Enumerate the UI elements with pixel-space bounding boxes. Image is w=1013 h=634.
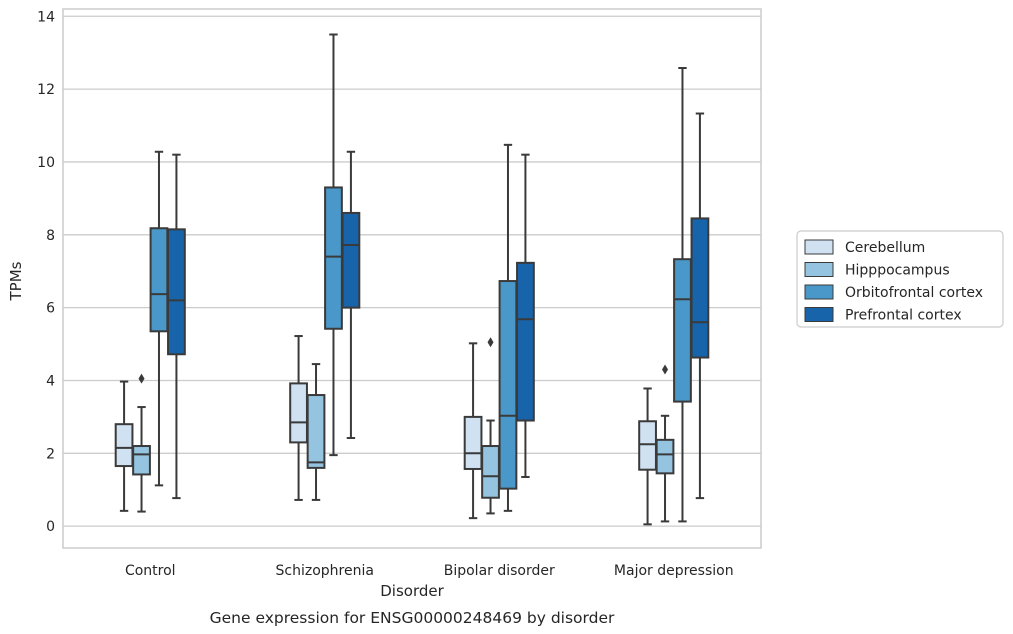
box-prefrontal-cortex [690, 112, 710, 500]
x-tick-label: Control [125, 563, 176, 579]
y-tick-label: 6 [46, 301, 55, 317]
outlier-marker [138, 373, 145, 384]
box-orbitofrontal-cortex [498, 143, 518, 512]
outlier-marker [662, 364, 669, 375]
y-tick-label: 2 [46, 446, 55, 462]
box-body [306, 394, 326, 469]
y-tick-label: 14 [37, 9, 55, 25]
y-tick-label: 4 [46, 373, 55, 389]
box-body [673, 258, 692, 403]
box-body [341, 211, 361, 309]
plot-area-frame [62, 8, 762, 549]
box-series [114, 33, 710, 526]
x-tick-label: Schizophrenia [276, 563, 374, 579]
outlier-marker [487, 337, 494, 348]
chart-title: Gene expression for ENSG00000248469 by d… [210, 609, 615, 627]
box-hipppocampus [306, 363, 326, 501]
box-prefrontal-cortex [167, 153, 186, 500]
x-tick-label: Bipolar disorder [444, 563, 555, 579]
x-tick-label: Major depression [614, 563, 734, 579]
box-orbitofrontal-cortex [149, 150, 169, 487]
legend-box [796, 230, 1004, 328]
box-body [481, 445, 500, 499]
legend-label: Hipppocampus [845, 263, 950, 279]
box-body [463, 415, 483, 470]
y-tick-label: 0 [46, 519, 55, 535]
box-body [516, 261, 535, 422]
box-cerebellum [114, 380, 134, 512]
box-orbitofrontal-cortex [673, 66, 692, 523]
box-prefrontal-cortex [341, 150, 361, 440]
box-body [324, 186, 343, 330]
box-body [167, 228, 186, 356]
legend-swatch [804, 307, 834, 322]
legend-swatch [804, 239, 834, 255]
box-orbitofrontal-cortex [324, 33, 343, 457]
x-axis-ticks: Control Schizophrenia Bipolar disorder Majo… [125, 563, 734, 579]
box-cerebellum [638, 387, 657, 526]
legend-label: Prefrontal cortex [845, 308, 962, 324]
box-body [114, 423, 134, 468]
y-axis-ticks: 0 2 4 6 8 10 12 14 [37, 9, 55, 535]
box-prefrontal-cortex [516, 153, 535, 478]
legend: Cerebellum Hipppocampus Orbitofrontal cort… [796, 230, 1004, 328]
box-body [498, 280, 518, 490]
box-body [655, 438, 675, 475]
y-tick-label: 10 [37, 155, 55, 171]
box-hipppocampus [655, 364, 675, 523]
legend-swatch [804, 284, 834, 300]
legend-swatch [804, 262, 834, 277]
y-tick-label: 8 [46, 228, 55, 244]
legend-label: Orbitofrontal cortex [845, 285, 983, 301]
box-body [132, 445, 151, 476]
box-body [149, 227, 169, 333]
box-body [690, 217, 710, 359]
y-axis-title: TPMs [7, 261, 25, 301]
box-cerebellum [289, 335, 308, 501]
box-body [638, 420, 657, 471]
box-hipppocampus [132, 373, 151, 513]
x-axis-title: Disorder [380, 582, 444, 600]
box-body [289, 382, 308, 444]
legend-label: Cerebellum [845, 240, 925, 256]
y-tick-label: 12 [37, 82, 55, 98]
box-cerebellum [463, 342, 483, 520]
box-hipppocampus [481, 337, 500, 515]
